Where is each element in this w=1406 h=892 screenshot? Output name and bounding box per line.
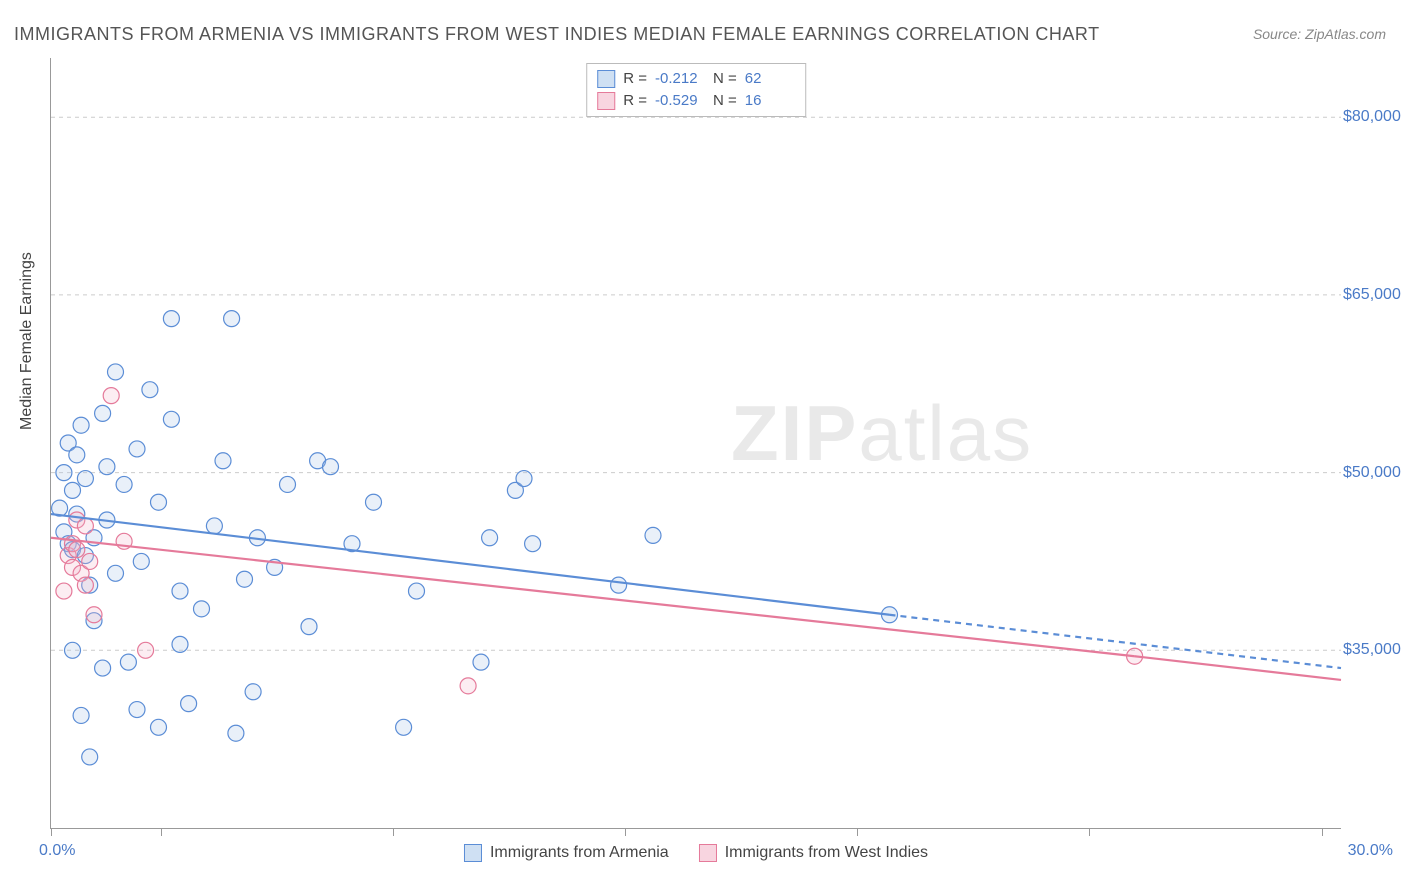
legend-n-value-1: 16	[745, 90, 795, 112]
y-tick-label: $35,000	[1343, 641, 1403, 659]
legend-series-label-0: Immigrants from Armenia	[490, 844, 669, 862]
legend-series-swatch-0	[464, 844, 482, 862]
legend-series-swatch-1	[699, 844, 717, 862]
chart-title: IMMIGRANTS FROM ARMENIA VS IMMIGRANTS FR…	[14, 24, 1100, 45]
legend-n-label-0: N =	[713, 68, 737, 90]
legend-series: Immigrants from Armenia Immigrants from …	[464, 844, 928, 862]
x-tick	[1322, 828, 1323, 836]
legend-r-label-0: R =	[623, 68, 647, 90]
x-axis-min-label: 0.0%	[39, 842, 75, 860]
source-attribution: Source: ZipAtlas.com	[1253, 26, 1386, 42]
legend-stats: R = -0.212 N = 62 R = -0.529 N = 16	[586, 63, 806, 117]
x-tick	[161, 828, 162, 836]
legend-r-label-1: R =	[623, 90, 647, 112]
y-tick-label: $50,000	[1343, 464, 1403, 482]
legend-series-label-1: Immigrants from West Indies	[725, 844, 928, 862]
legend-stats-row-0: R = -0.212 N = 62	[597, 68, 795, 90]
plot-area: ZIPatlas $35,000$50,000$65,000$80,000 0.…	[50, 58, 1341, 829]
legend-swatch-1	[597, 92, 615, 110]
legend-series-item-0: Immigrants from Armenia	[464, 844, 669, 862]
legend-stats-row-1: R = -0.529 N = 16	[597, 90, 795, 112]
legend-swatch-0	[597, 70, 615, 88]
x-axis-max-label: 30.0%	[1348, 842, 1393, 860]
x-tick	[1089, 828, 1090, 836]
y-tick-label: $80,000	[1343, 108, 1403, 126]
x-tick	[393, 828, 394, 836]
legend-n-value-0: 62	[745, 68, 795, 90]
x-tick	[51, 828, 52, 836]
x-tick	[625, 828, 626, 836]
legend-series-item-1: Immigrants from West Indies	[699, 844, 928, 862]
y-axis-label: Median Female Earnings	[18, 252, 36, 430]
chart-svg	[51, 58, 1341, 828]
legend-r-value-0: -0.212	[655, 68, 705, 90]
x-tick	[857, 828, 858, 836]
y-tick-label: $65,000	[1343, 286, 1403, 304]
legend-r-value-1: -0.529	[655, 90, 705, 112]
legend-n-label-1: N =	[713, 90, 737, 112]
